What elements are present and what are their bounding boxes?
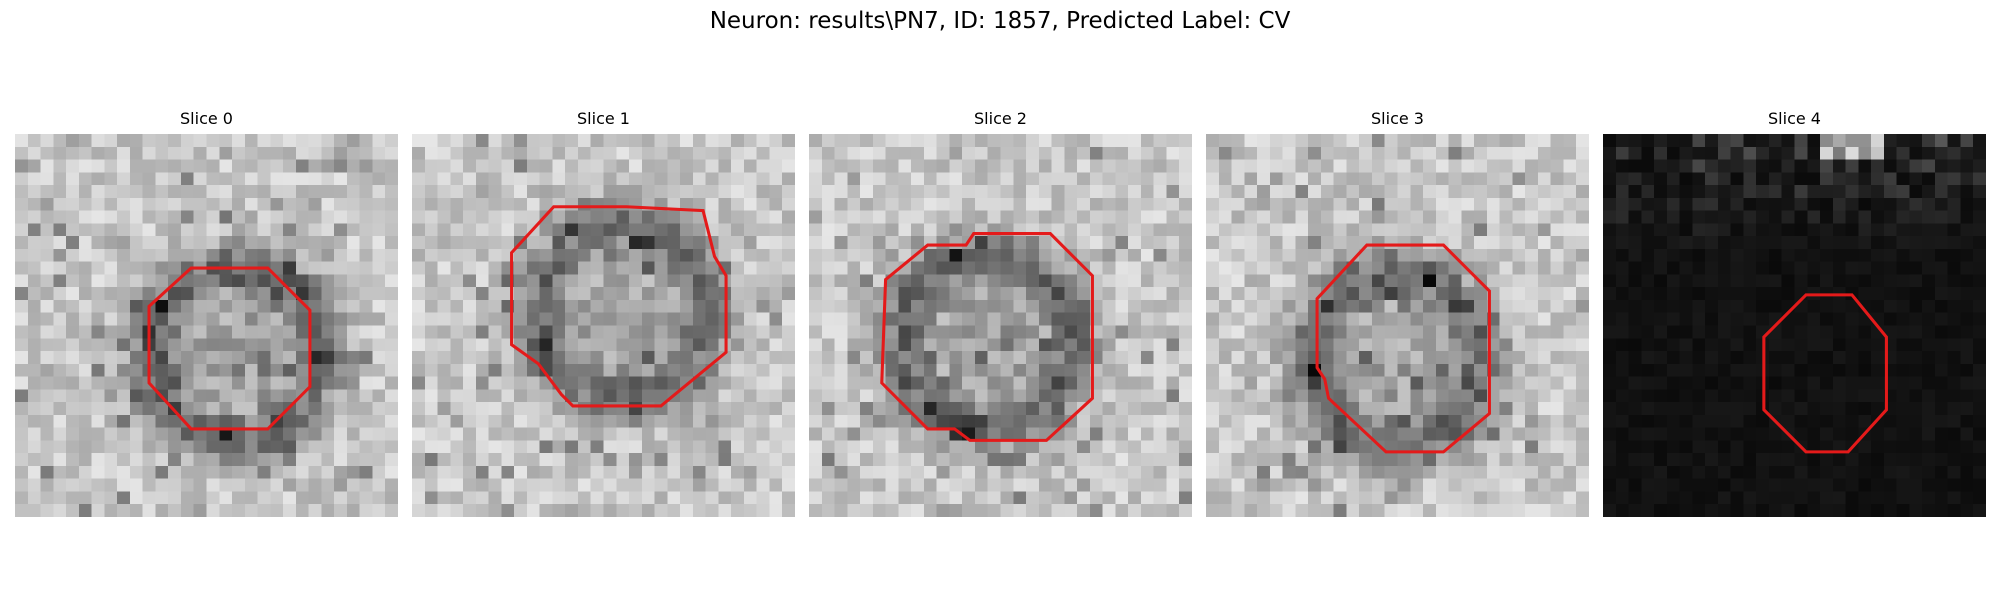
micrograph-canvas [1603,134,1986,517]
roi-outline [880,232,1094,442]
slice-title: Slice 4 [1768,109,1821,128]
roi-outline [510,205,728,408]
slice-title: Slice 0 [180,109,233,128]
slice-title: Slice 3 [1371,109,1424,128]
slice-image-3 [1206,134,1589,517]
slice-image-1 [412,134,795,517]
roi-polygon [1762,293,1888,454]
slice-image-0 [15,134,398,517]
roi-outline [147,266,312,431]
roi-outline [1315,243,1491,454]
slice-panel-2: Slice 2 [809,108,1192,517]
slice-panel-3: Slice 3 [1206,108,1589,517]
roi-outline [1762,293,1888,454]
roi-polygon [880,232,1094,442]
roi-polygon [1315,243,1491,454]
slice-panel-0: Slice 0 [15,108,398,517]
roi-polygon [147,266,312,431]
roi-polygon [510,205,728,408]
micrograph-canvas [412,134,795,517]
slice-panel-1: Slice 1 [412,108,795,517]
slice-title: Slice 2 [974,109,1027,128]
figure-title: Neuron: results\PN7, ID: 1857, Predicted… [709,8,1291,34]
slice-panel-4: Slice 4 [1603,108,1986,517]
slice-title: Slice 1 [577,109,630,128]
micrograph-canvas [15,134,398,517]
slice-image-4 [1603,134,1986,517]
micrograph-canvas [809,134,1192,517]
slice-image-2 [809,134,1192,517]
